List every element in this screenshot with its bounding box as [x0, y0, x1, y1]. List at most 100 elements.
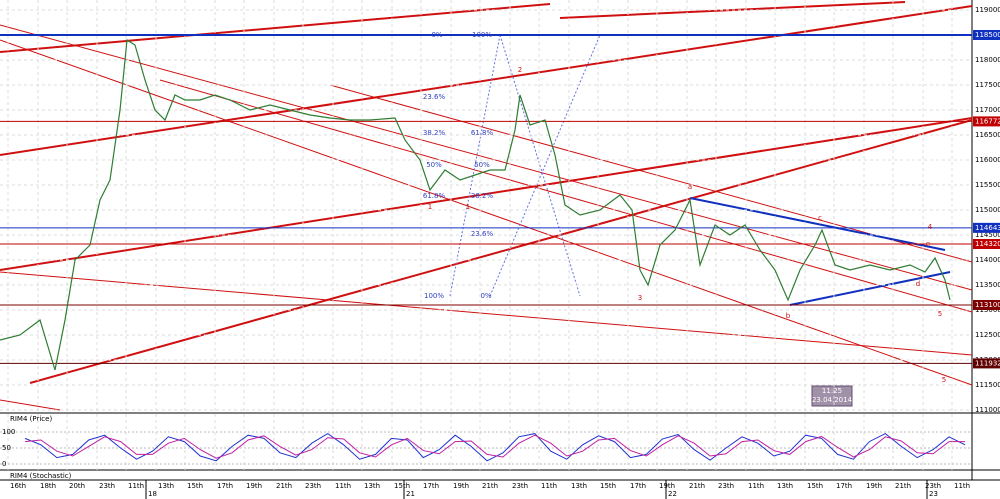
- x-tick-label: 21th: [895, 482, 911, 490]
- y-tick-label: 100: [2, 428, 15, 436]
- x-tick-label: 19th: [246, 482, 262, 490]
- annotation: 50%: [474, 161, 490, 169]
- x-tick-label: 23th: [718, 482, 734, 490]
- annotation: c: [818, 214, 822, 222]
- x-tick-label: 15th: [187, 482, 203, 490]
- level-label: 116772: [975, 117, 1000, 125]
- x-tick-label: 11th: [541, 482, 557, 490]
- level-box: [973, 116, 1000, 127]
- day-label: 22: [668, 490, 677, 498]
- x-tick-label: 23th: [99, 482, 115, 490]
- level-label: 113100: [975, 301, 1000, 309]
- level-box: [973, 222, 1000, 233]
- x-tick-label: 11th: [128, 482, 144, 490]
- y-tick-label: 114500: [975, 231, 1000, 239]
- x-tick-label: 21th: [276, 482, 292, 490]
- day-label: 23: [929, 490, 938, 498]
- annotation: 23.6%: [423, 93, 446, 101]
- level-label: 111932: [975, 359, 1000, 367]
- x-tick-label: 20th: [69, 482, 85, 490]
- y-tick-label: 117500: [975, 81, 1000, 89]
- level-label: 118500: [975, 31, 1000, 39]
- x-tick-label: 13th: [777, 482, 793, 490]
- y-tick-label: 119000: [975, 6, 1000, 14]
- annotation: 61.8%: [471, 129, 494, 137]
- annotation: 3: [638, 294, 642, 302]
- annotation: 100%: [424, 292, 444, 300]
- price-line: [0, 38, 951, 371]
- x-tick-label: 17th: [423, 482, 439, 490]
- x-tick-label: 13th: [158, 482, 174, 490]
- x-tick-label: 15th: [807, 482, 823, 490]
- annotation: 5: [938, 310, 942, 318]
- annotation: a: [688, 183, 692, 191]
- level-label: 114320: [975, 240, 1000, 248]
- panel-title: RIM4 (Price): [10, 415, 52, 423]
- x-tick-label: 23th: [305, 482, 321, 490]
- annotation: 50%: [426, 161, 442, 169]
- x-tick-label: 17th: [630, 482, 646, 490]
- annotation: 0%: [480, 292, 491, 300]
- y-tick-label: 50: [2, 444, 11, 452]
- day-label: 18: [148, 490, 157, 498]
- trend-lines: [0, 1, 973, 411]
- x-tick-label: 23th: [925, 482, 941, 490]
- level-label: 114643: [975, 224, 1000, 232]
- annotation: d: [916, 280, 920, 288]
- info-text: 23.04.2014: [812, 396, 853, 404]
- panel-title: RIM4 (Stochastic): [10, 472, 72, 480]
- x-tick-label: 21th: [689, 482, 705, 490]
- x-tick-label: 11th: [748, 482, 764, 490]
- x-tick-label: 18th: [40, 482, 56, 490]
- x-tick-label: 16th: [10, 482, 26, 490]
- y-tick-label: 116500: [975, 131, 1000, 139]
- info-text: 11:25: [822, 387, 842, 395]
- level-box: [973, 239, 1000, 249]
- x-tick-label: 15th: [600, 482, 616, 490]
- y-tick-label: 117000: [975, 106, 1000, 114]
- annotation: 100%: [472, 31, 492, 39]
- x-tick-label: 19th: [453, 482, 469, 490]
- stochastic-line: [24, 434, 965, 459]
- annotation: 61.8%: [423, 192, 446, 200]
- x-tick-label: 15th: [394, 482, 410, 490]
- x-tick-label: 23th: [512, 482, 528, 490]
- x-tick-label: 17th: [217, 482, 233, 490]
- annotation: 2: [518, 66, 522, 74]
- x-tick-label: 11th: [954, 482, 970, 490]
- y-tick-label: 112500: [975, 331, 1000, 339]
- x-tick-label: 19th: [659, 482, 675, 490]
- annotation: 1: [466, 203, 470, 211]
- y-tick-label: 111000: [975, 406, 1000, 414]
- y-tick-label: 116000: [975, 156, 1000, 164]
- y-tick-label: 114000: [975, 256, 1000, 264]
- level-box: [973, 358, 1000, 369]
- level-box: [973, 300, 1000, 310]
- annotation: e: [926, 240, 930, 248]
- stochastic-line: [24, 433, 966, 462]
- y-tick-label: 118000: [975, 56, 1000, 64]
- annotation: 4: [928, 223, 933, 231]
- y-tick-label: 111500: [975, 381, 1000, 389]
- annotation: 0%: [431, 31, 442, 39]
- annotation: 38.2%: [471, 192, 494, 200]
- level-box: [973, 30, 1000, 40]
- y-tick-label: 113500: [975, 281, 1000, 289]
- annotation: 38.2%: [423, 129, 446, 137]
- x-tick-label: 21th: [482, 482, 498, 490]
- x-tick-label: 17th: [836, 482, 852, 490]
- x-tick-label: 19th: [866, 482, 882, 490]
- annotation: 5: [942, 376, 946, 384]
- x-tick-label: 11th: [335, 482, 351, 490]
- y-tick-label: 0: [2, 460, 6, 468]
- x-tick-label: 13th: [571, 482, 587, 490]
- annotation: 23.6%: [471, 230, 494, 238]
- day-label: 21: [406, 490, 415, 498]
- annotation: b: [786, 312, 791, 320]
- x-tick-label: 13th: [364, 482, 380, 490]
- annotation: 1: [428, 203, 432, 211]
- y-tick-label: 115000: [975, 206, 1000, 214]
- y-tick-label: 115500: [975, 181, 1000, 189]
